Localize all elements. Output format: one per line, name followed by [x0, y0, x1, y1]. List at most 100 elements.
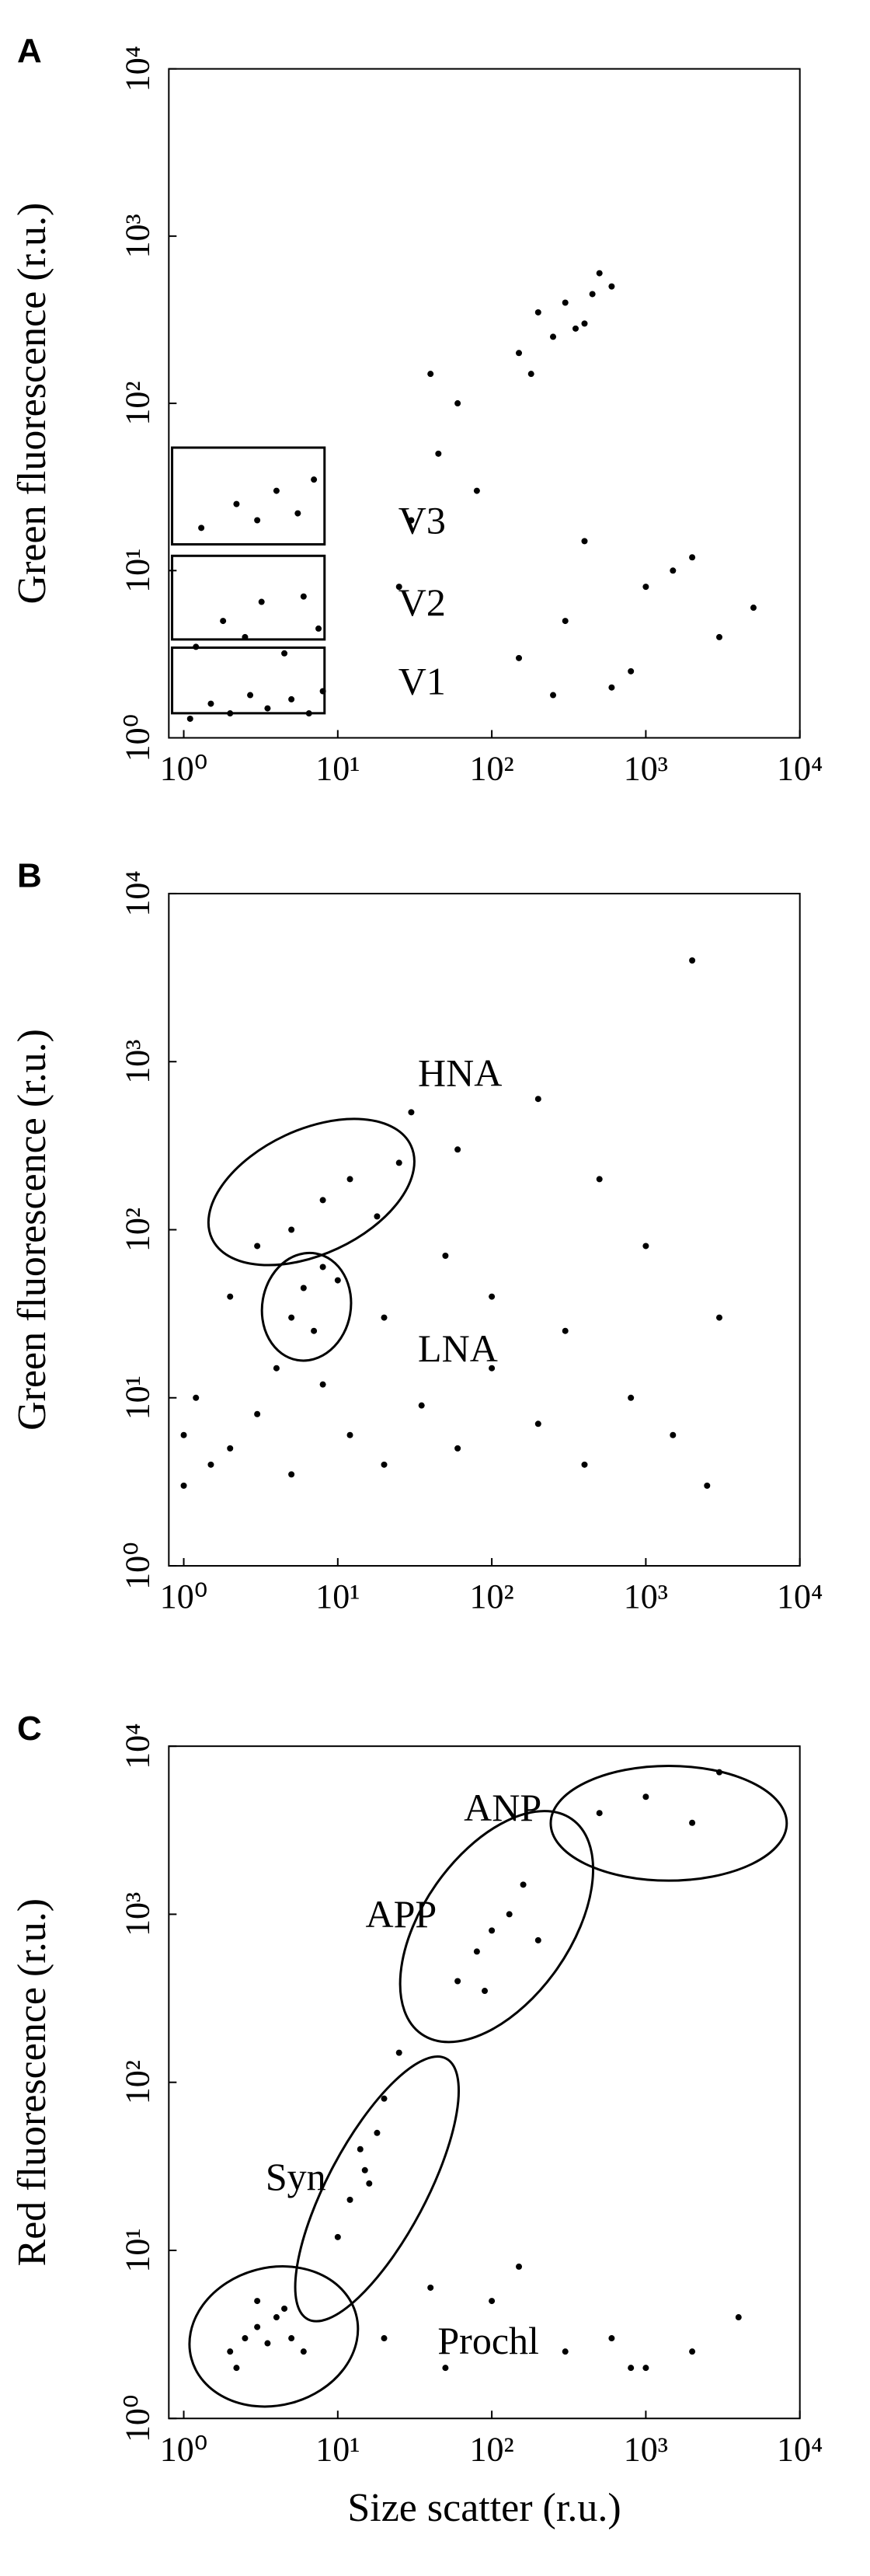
point	[716, 1314, 723, 1321]
point	[750, 605, 757, 612]
point	[516, 654, 523, 661]
point	[550, 333, 557, 340]
point	[319, 1264, 326, 1271]
point	[581, 538, 588, 545]
point	[227, 1445, 234, 1452]
point	[264, 705, 271, 712]
point	[689, 957, 696, 964]
point	[346, 1431, 353, 1438]
point	[247, 692, 254, 699]
point	[562, 299, 569, 306]
point	[311, 476, 318, 483]
annotation: APP	[366, 1892, 437, 1936]
point	[689, 554, 696, 561]
point	[642, 2365, 649, 2372]
point	[264, 2340, 271, 2347]
point	[198, 525, 205, 532]
point	[408, 517, 415, 524]
gate	[171, 446, 326, 546]
point	[562, 2348, 569, 2355]
y-tick-label: 10³	[118, 214, 156, 258]
point	[227, 1293, 234, 1300]
point	[374, 2129, 381, 2136]
y-tick-label: 10⁰	[118, 2394, 156, 2442]
gate	[549, 1764, 788, 1882]
annotation: V2	[398, 580, 446, 624]
point	[300, 2348, 307, 2355]
point	[288, 1471, 295, 1478]
y-tick-label: 10²	[118, 381, 156, 425]
point	[581, 1461, 588, 1468]
y-axis-title: Green fluorescence (r.u.)	[10, 1029, 54, 1431]
point	[311, 1327, 318, 1334]
point	[608, 2335, 615, 2342]
point	[254, 517, 261, 524]
gate	[260, 1251, 353, 1362]
point	[186, 715, 193, 722]
point	[534, 1096, 541, 1103]
point	[454, 1978, 461, 1985]
point	[258, 598, 265, 605]
y-tick-label: 10⁴	[118, 1723, 156, 1769]
y-tick-label: 10²	[118, 1208, 156, 1252]
annotation: Prochl	[437, 2319, 539, 2362]
point	[589, 291, 596, 298]
x-tick-label: 10⁰	[160, 750, 208, 788]
point	[180, 1482, 187, 1489]
x-tick-label: 10²	[470, 2430, 514, 2468]
point	[288, 1226, 295, 1233]
x-tick-label: 10³	[624, 2430, 668, 2468]
point	[489, 1365, 496, 1372]
annotation: HNA	[418, 1051, 502, 1095]
x-tick-label: 10⁴	[777, 1577, 823, 1616]
point	[562, 618, 569, 625]
x-tick-label: 10¹	[315, 2430, 360, 2468]
x-axis-title: Size scatter (r.u.)	[347, 2486, 621, 2530]
point	[300, 593, 307, 600]
point	[735, 2314, 742, 2321]
y-tick-label: 10¹	[118, 2228, 156, 2272]
point	[418, 1402, 425, 1409]
point	[381, 2095, 388, 2102]
point	[319, 1197, 326, 1204]
point	[628, 668, 635, 675]
point	[366, 2180, 373, 2187]
point	[527, 371, 534, 378]
point	[473, 1948, 480, 1955]
point	[581, 320, 588, 327]
point	[254, 1243, 261, 1250]
point	[361, 2166, 368, 2173]
point	[550, 692, 557, 699]
point	[220, 618, 227, 625]
point	[408, 1109, 415, 1116]
x-tick-label: 10²	[470, 750, 514, 788]
point	[227, 710, 234, 717]
y-tick-label: 10¹	[118, 1375, 156, 1420]
point	[319, 688, 326, 695]
y-tick-label: 10³	[118, 1892, 156, 1936]
x-tick-label: 10⁰	[160, 2430, 208, 2468]
point	[374, 1213, 381, 1220]
point	[233, 2365, 240, 2372]
y-tick-label: 10³	[118, 1040, 156, 1084]
point	[716, 1769, 723, 1776]
panel-label: C	[17, 1710, 42, 1748]
point	[489, 2298, 496, 2305]
point	[193, 643, 200, 650]
x-tick-label: 10¹	[315, 1577, 360, 1616]
gate	[207, 1117, 416, 1267]
x-tick-label: 10³	[624, 1577, 668, 1616]
x-tick-label: 10⁴	[777, 750, 823, 788]
gate	[188, 2265, 360, 2408]
point	[572, 325, 579, 332]
point	[300, 1285, 307, 1291]
point	[395, 584, 402, 591]
point	[315, 625, 322, 632]
point	[608, 684, 615, 691]
x-tick-label: 10⁰	[160, 1577, 208, 1616]
point	[689, 2348, 696, 2355]
point	[642, 1243, 649, 1250]
point	[305, 710, 312, 717]
point	[520, 1881, 527, 1888]
